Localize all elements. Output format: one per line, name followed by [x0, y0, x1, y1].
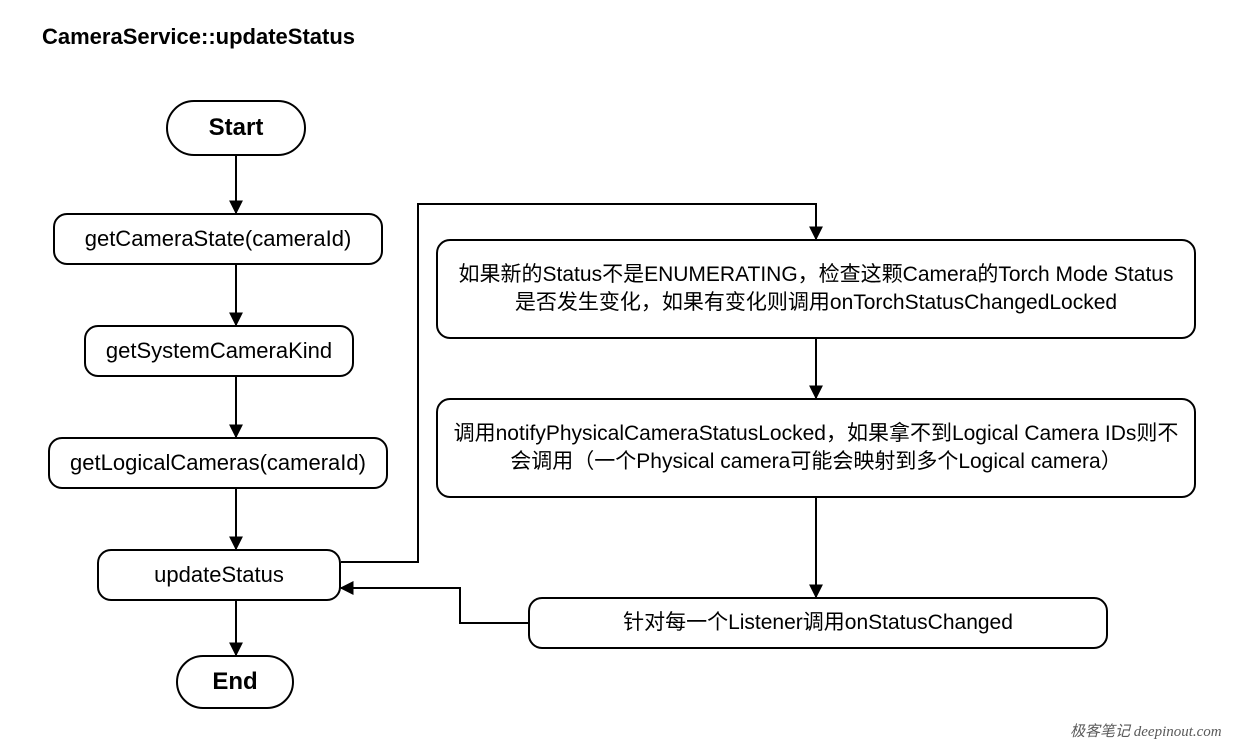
- node-start: Start: [166, 100, 306, 156]
- diagram-title: CameraService::updateStatus: [42, 24, 355, 50]
- node-getLogicalCameras: getLogicalCameras(cameraId): [48, 437, 388, 489]
- node-notify-physical-camera: 调用notifyPhysicalCameraStatusLocked，如果拿不到…: [436, 398, 1196, 498]
- node-getCameraState: getCameraState(cameraId): [53, 213, 383, 265]
- node-updateStatus: updateStatus: [97, 549, 341, 601]
- node-getSystemCameraKind: getSystemCameraKind: [84, 325, 354, 377]
- node-listener-onStatusChanged: 针对每一个Listener调用onStatusChanged: [528, 597, 1108, 649]
- edge-r3-n4: [341, 588, 528, 623]
- watermark: 极客笔记 deepinout.com: [1070, 720, 1222, 741]
- node-end: End: [176, 655, 294, 709]
- node-torch-status-check: 如果新的Status不是ENUMERATING，检查这颗Camera的Torch…: [436, 239, 1196, 339]
